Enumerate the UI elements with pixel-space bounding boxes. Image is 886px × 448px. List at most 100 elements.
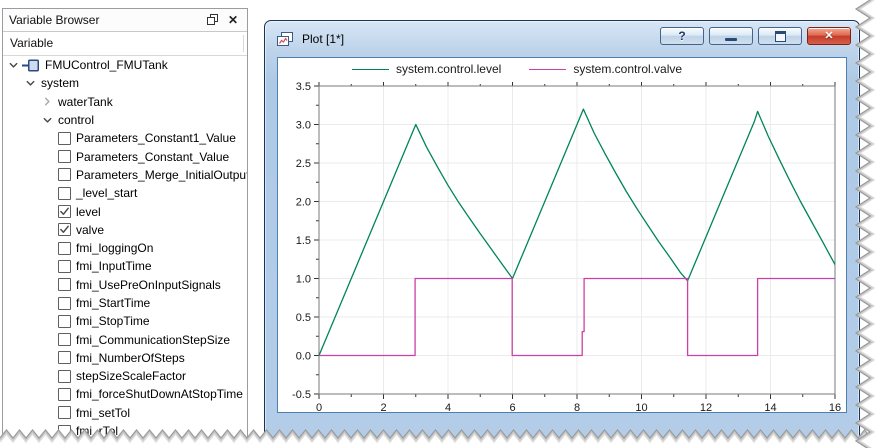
close-panel-button[interactable]: ✕ xyxy=(225,12,241,28)
x-axis-tick-label: 4 xyxy=(445,402,451,413)
tree-label: fmi_StartTime xyxy=(76,296,151,310)
tree-item-waterTank[interactable]: waterTank xyxy=(3,93,247,111)
chevron-collapsed-icon[interactable] xyxy=(41,96,53,108)
plot-window-title: Plot [1*] xyxy=(302,32,345,46)
tree-item-system[interactable]: system xyxy=(3,74,247,92)
tree-item-level[interactable]: level xyxy=(3,202,247,220)
tree-item-control[interactable]: control xyxy=(3,111,247,129)
tree-item-fmi_StartTime[interactable]: fmi_StartTime xyxy=(3,294,247,312)
x-axis-tick-label: 14 xyxy=(764,402,776,413)
close-icon: ✕ xyxy=(227,13,239,27)
variable-column-header[interactable]: Variable Value xyxy=(3,32,247,56)
plot-window-titlebar[interactable]: Plot [1*] ? ✕ xyxy=(265,21,859,57)
checkbox-Parameters_Merge_InitialOutput[interactable] xyxy=(58,168,71,182)
checkbox-_level_start[interactable] xyxy=(58,186,71,200)
checkbox-fmi_StopTime[interactable] xyxy=(58,314,71,328)
checkbox-Parameters_Constant_Value[interactable] xyxy=(58,150,71,164)
tree-item-valve[interactable]: valve xyxy=(3,221,247,239)
y-axis-tick-label: 3.0 xyxy=(296,120,311,132)
tree-label: Parameters_Constant_Value xyxy=(76,149,230,164)
checkbox-valve[interactable] xyxy=(58,223,71,237)
tree-label: fmi_StopTime xyxy=(76,314,150,329)
help-button[interactable]: ? xyxy=(660,27,704,45)
tree-label: fmi_NumberOfSteps xyxy=(76,350,185,365)
chevron-expanded-icon[interactable] xyxy=(41,114,53,126)
value-column-label: Value xyxy=(247,36,248,50)
tree-item-fmi_forceShutDownAtStopTime[interactable]: fmi_forceShutDownAtStopTime xyxy=(3,385,247,403)
minimize-icon xyxy=(725,38,737,41)
plot-window-icon xyxy=(277,31,294,47)
checkbox-fmi_setTol[interactable] xyxy=(58,406,71,420)
series-system.control.valve xyxy=(319,277,835,357)
chevron-expanded-icon[interactable] xyxy=(24,77,36,89)
series-system.control.level xyxy=(318,108,836,356)
tree-label: valve xyxy=(76,222,105,237)
legend-item: system.control.level xyxy=(351,62,501,76)
y-axis-tick-label: -0.5 xyxy=(292,389,311,401)
column-separator[interactable] xyxy=(243,35,244,52)
tree-label: system xyxy=(41,76,80,91)
tree-label: fmi_InputTime xyxy=(76,259,152,274)
checkbox-fmi_loggingOn[interactable] xyxy=(58,241,71,255)
y-axis-tick-label: 2.5 xyxy=(296,158,311,170)
tree-item-fmi_rTol[interactable]: fmi_rTol xyxy=(3,422,247,437)
tree-item-Parameters_Merge_InitialOutput[interactable]: Parameters_Merge_InitialOutput xyxy=(3,166,247,184)
x-axis-tick-label: 8 xyxy=(574,402,580,413)
plot-canvas[interactable]: 0 2 4 6 8 10 12 14 16 -0.5 0.0 0.5 1.0 1.5 2.0 2.5 3.0 3.… xyxy=(280,80,844,413)
legend-item: system.control.valve xyxy=(529,62,682,76)
x-axis-tick-label: 10 xyxy=(635,402,647,413)
close-window-button[interactable]: ✕ xyxy=(807,27,851,45)
tree-label: fmi_forceShutDownAtStopTime xyxy=(76,387,243,402)
variable-browser-panel: Variable Browser ✕ Variable Value FMUCon… xyxy=(2,8,248,438)
tree-label: FMUControl_FMUTank xyxy=(45,58,168,73)
tree-item-stepSizeScaleFactor[interactable]: stepSizeScaleFactor xyxy=(3,367,247,385)
checkbox-fmi_forceShutDownAtStopTime[interactable] xyxy=(58,387,71,401)
tree-item-fmi_UsePreOnInputSignals[interactable]: fmi_UsePreOnInputSignals xyxy=(3,276,247,294)
tree-item-fmi_StopTime[interactable]: fmi_StopTime xyxy=(3,312,247,330)
tree-item-Parameters_Constant_Value[interactable]: Parameters_Constant_Value xyxy=(3,147,247,165)
legend-line-swatch xyxy=(351,68,389,70)
tree-label: Parameters_Merge_InitialOutput xyxy=(76,167,248,182)
y-axis-tick-label: 2.0 xyxy=(296,197,311,209)
checkbox-fmi_NumberOfSteps[interactable] xyxy=(58,351,71,365)
restore-icon xyxy=(774,30,786,42)
tree-item-fmi_loggingOn[interactable]: fmi_loggingOn xyxy=(3,239,247,257)
float-panel-button[interactable] xyxy=(205,12,221,28)
plot-frame xyxy=(318,85,836,395)
variable-browser-titlebar: Variable Browser ✕ xyxy=(3,9,247,32)
tree-label: fmi_setTol xyxy=(76,405,131,420)
tree-item-FMUControl_FMUTank[interactable]: FMUControl_FMUTank xyxy=(3,56,247,74)
tree-item-Parameters_Constant1_Value[interactable]: Parameters_Constant1_Value xyxy=(3,129,247,147)
checkbox-Parameters_Constant1_Value[interactable] xyxy=(58,131,71,145)
tree-item-fmi_NumberOfSteps[interactable]: fmi_NumberOfSteps xyxy=(3,349,247,367)
plot-content-area: system.control.level system.control.valve… xyxy=(277,57,847,413)
tree-label: waterTank xyxy=(58,94,113,109)
checkbox-fmi_CommunicationStepSize[interactable] xyxy=(58,333,71,347)
checkbox-level[interactable] xyxy=(58,205,71,219)
y-axis-tick-label: 1.0 xyxy=(296,274,311,286)
x-axis-tick-label: 6 xyxy=(509,402,515,413)
checkbox-fmi_UsePreOnInputSignals[interactable] xyxy=(58,278,71,292)
tree-label: _level_start xyxy=(76,186,138,201)
tree-label: control xyxy=(58,113,95,128)
plot-window[interactable]: Plot [1*] ? ✕ system.control.level system… xyxy=(264,20,860,440)
checkbox-fmi_InputTime[interactable] xyxy=(58,259,71,273)
tree-item-fmi_setTol[interactable]: fmi_setTol xyxy=(3,404,247,422)
tree-label: level xyxy=(76,204,101,219)
tree-label: fmi_UsePreOnInputSignals xyxy=(76,277,221,292)
y-axis-tick-label: 0.5 xyxy=(296,312,311,324)
tree-item-_level_start[interactable]: _level_start xyxy=(3,184,247,202)
tree-item-fmi_CommunicationStepSize[interactable]: fmi_CommunicationStepSize xyxy=(3,330,247,348)
close-window-icon: ✕ xyxy=(824,29,834,42)
checkbox-stepSizeScaleFactor[interactable] xyxy=(58,369,71,383)
checkbox-fmi_rTol[interactable] xyxy=(58,424,71,437)
restore-button[interactable] xyxy=(758,27,802,45)
chevron-expanded-icon[interactable] xyxy=(7,59,19,71)
y-axis-tick-label: 0.0 xyxy=(296,351,311,363)
window-buttons: ? ✕ xyxy=(660,27,851,45)
checkbox-fmi_StartTime[interactable] xyxy=(58,296,71,310)
tree-item-fmi_InputTime[interactable]: fmi_InputTime xyxy=(3,257,247,275)
minimize-button[interactable] xyxy=(709,27,753,45)
float-panel-icon xyxy=(207,14,218,25)
